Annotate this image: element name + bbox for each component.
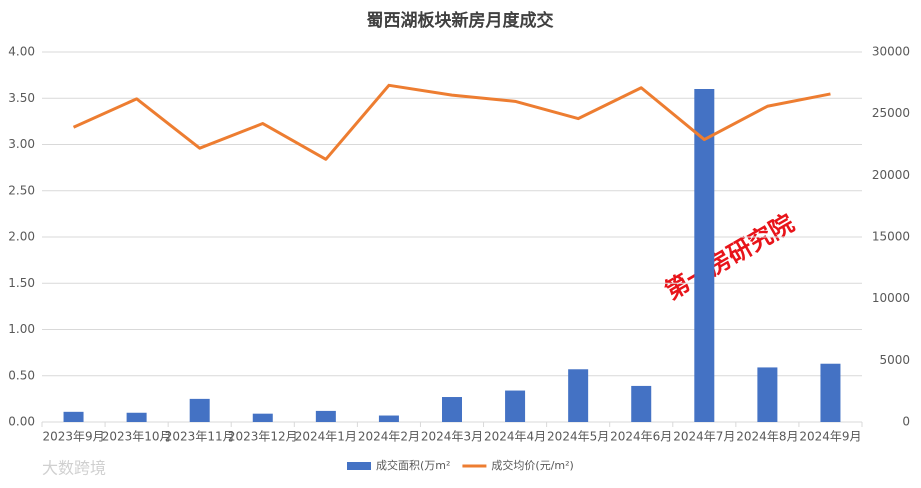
y-tick-label: 0.00 [8,415,35,429]
watermark: 大数跨境 [42,459,106,478]
x-tick-label: 2023年9月 [42,430,104,444]
legend-label: 成交均价(元/m²) [491,458,573,472]
x-tick-label: 2024年5月 [547,430,609,444]
x-tick-label: 2024年2月 [358,430,420,444]
y2-tick-label: 0 [902,415,910,429]
bar [126,412,147,422]
y-tick-label: 4.00 [8,45,35,59]
legend-label: 成交面积(万m² [376,458,450,472]
x-tick-label: 2024年8月 [736,430,798,444]
y-tick-label: 3.00 [8,137,35,151]
bar [378,415,399,422]
y2-tick-label: 30000 [872,45,910,59]
y-tick-label: 1.00 [8,322,35,336]
x-tick-label: 2024年3月 [421,430,483,444]
y-tick-label: 2.00 [8,230,35,244]
bar [505,390,526,422]
bar [694,89,715,422]
bar [631,385,652,422]
y2-tick-label: 25000 [872,106,910,120]
bar [820,363,841,422]
x-tick-label: 2023年11月 [165,430,235,444]
y-tick-label: 0.50 [8,368,35,382]
bar [568,369,589,422]
bar [442,397,462,422]
bar [757,367,778,422]
bar [252,413,273,422]
line [72,83,831,161]
x-tick-label: 2024年7月 [673,430,735,444]
x-tick-label: 2023年12月 [228,430,298,444]
legend-swatch [347,462,371,470]
bar [189,398,210,422]
y-tick-label: 3.50 [8,91,35,105]
x-tick-label: 2024年4月 [484,430,546,444]
x-tick-label: 2024年1月 [295,430,357,444]
x-tick-label: 2024年9月 [799,430,861,444]
x-tick-label: 2024年6月 [610,430,672,444]
y2-tick-label: 20000 [872,168,910,182]
x-tick-label: 2023年10月 [102,430,172,444]
bar [315,410,336,422]
bar [63,411,84,422]
y2-tick-label: 5000 [879,353,910,367]
y-tick-label: 1.50 [8,276,35,290]
chart-title: 蜀西湖板块新房月度成交 [367,10,554,31]
y2-tick-label: 15000 [872,230,910,244]
y2-tick-label: 10000 [872,291,910,305]
y-tick-label: 2.50 [8,183,35,197]
